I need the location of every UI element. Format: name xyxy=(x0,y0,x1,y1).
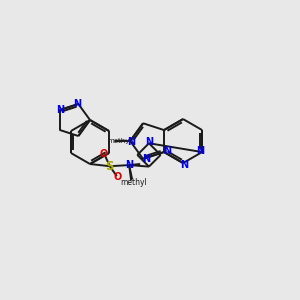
Text: N: N xyxy=(142,154,150,164)
Text: N: N xyxy=(127,137,135,147)
Text: N: N xyxy=(145,137,153,147)
Text: N: N xyxy=(56,105,64,115)
Text: N: N xyxy=(196,146,204,156)
Text: N: N xyxy=(73,99,81,109)
Text: N: N xyxy=(163,146,171,156)
Text: methyl: methyl xyxy=(120,178,146,187)
Text: N: N xyxy=(180,160,188,170)
Text: S: S xyxy=(106,160,114,173)
Text: N: N xyxy=(125,160,133,170)
Text: O: O xyxy=(114,172,122,182)
Text: methyl: methyl xyxy=(108,138,132,144)
Text: O: O xyxy=(100,149,108,159)
